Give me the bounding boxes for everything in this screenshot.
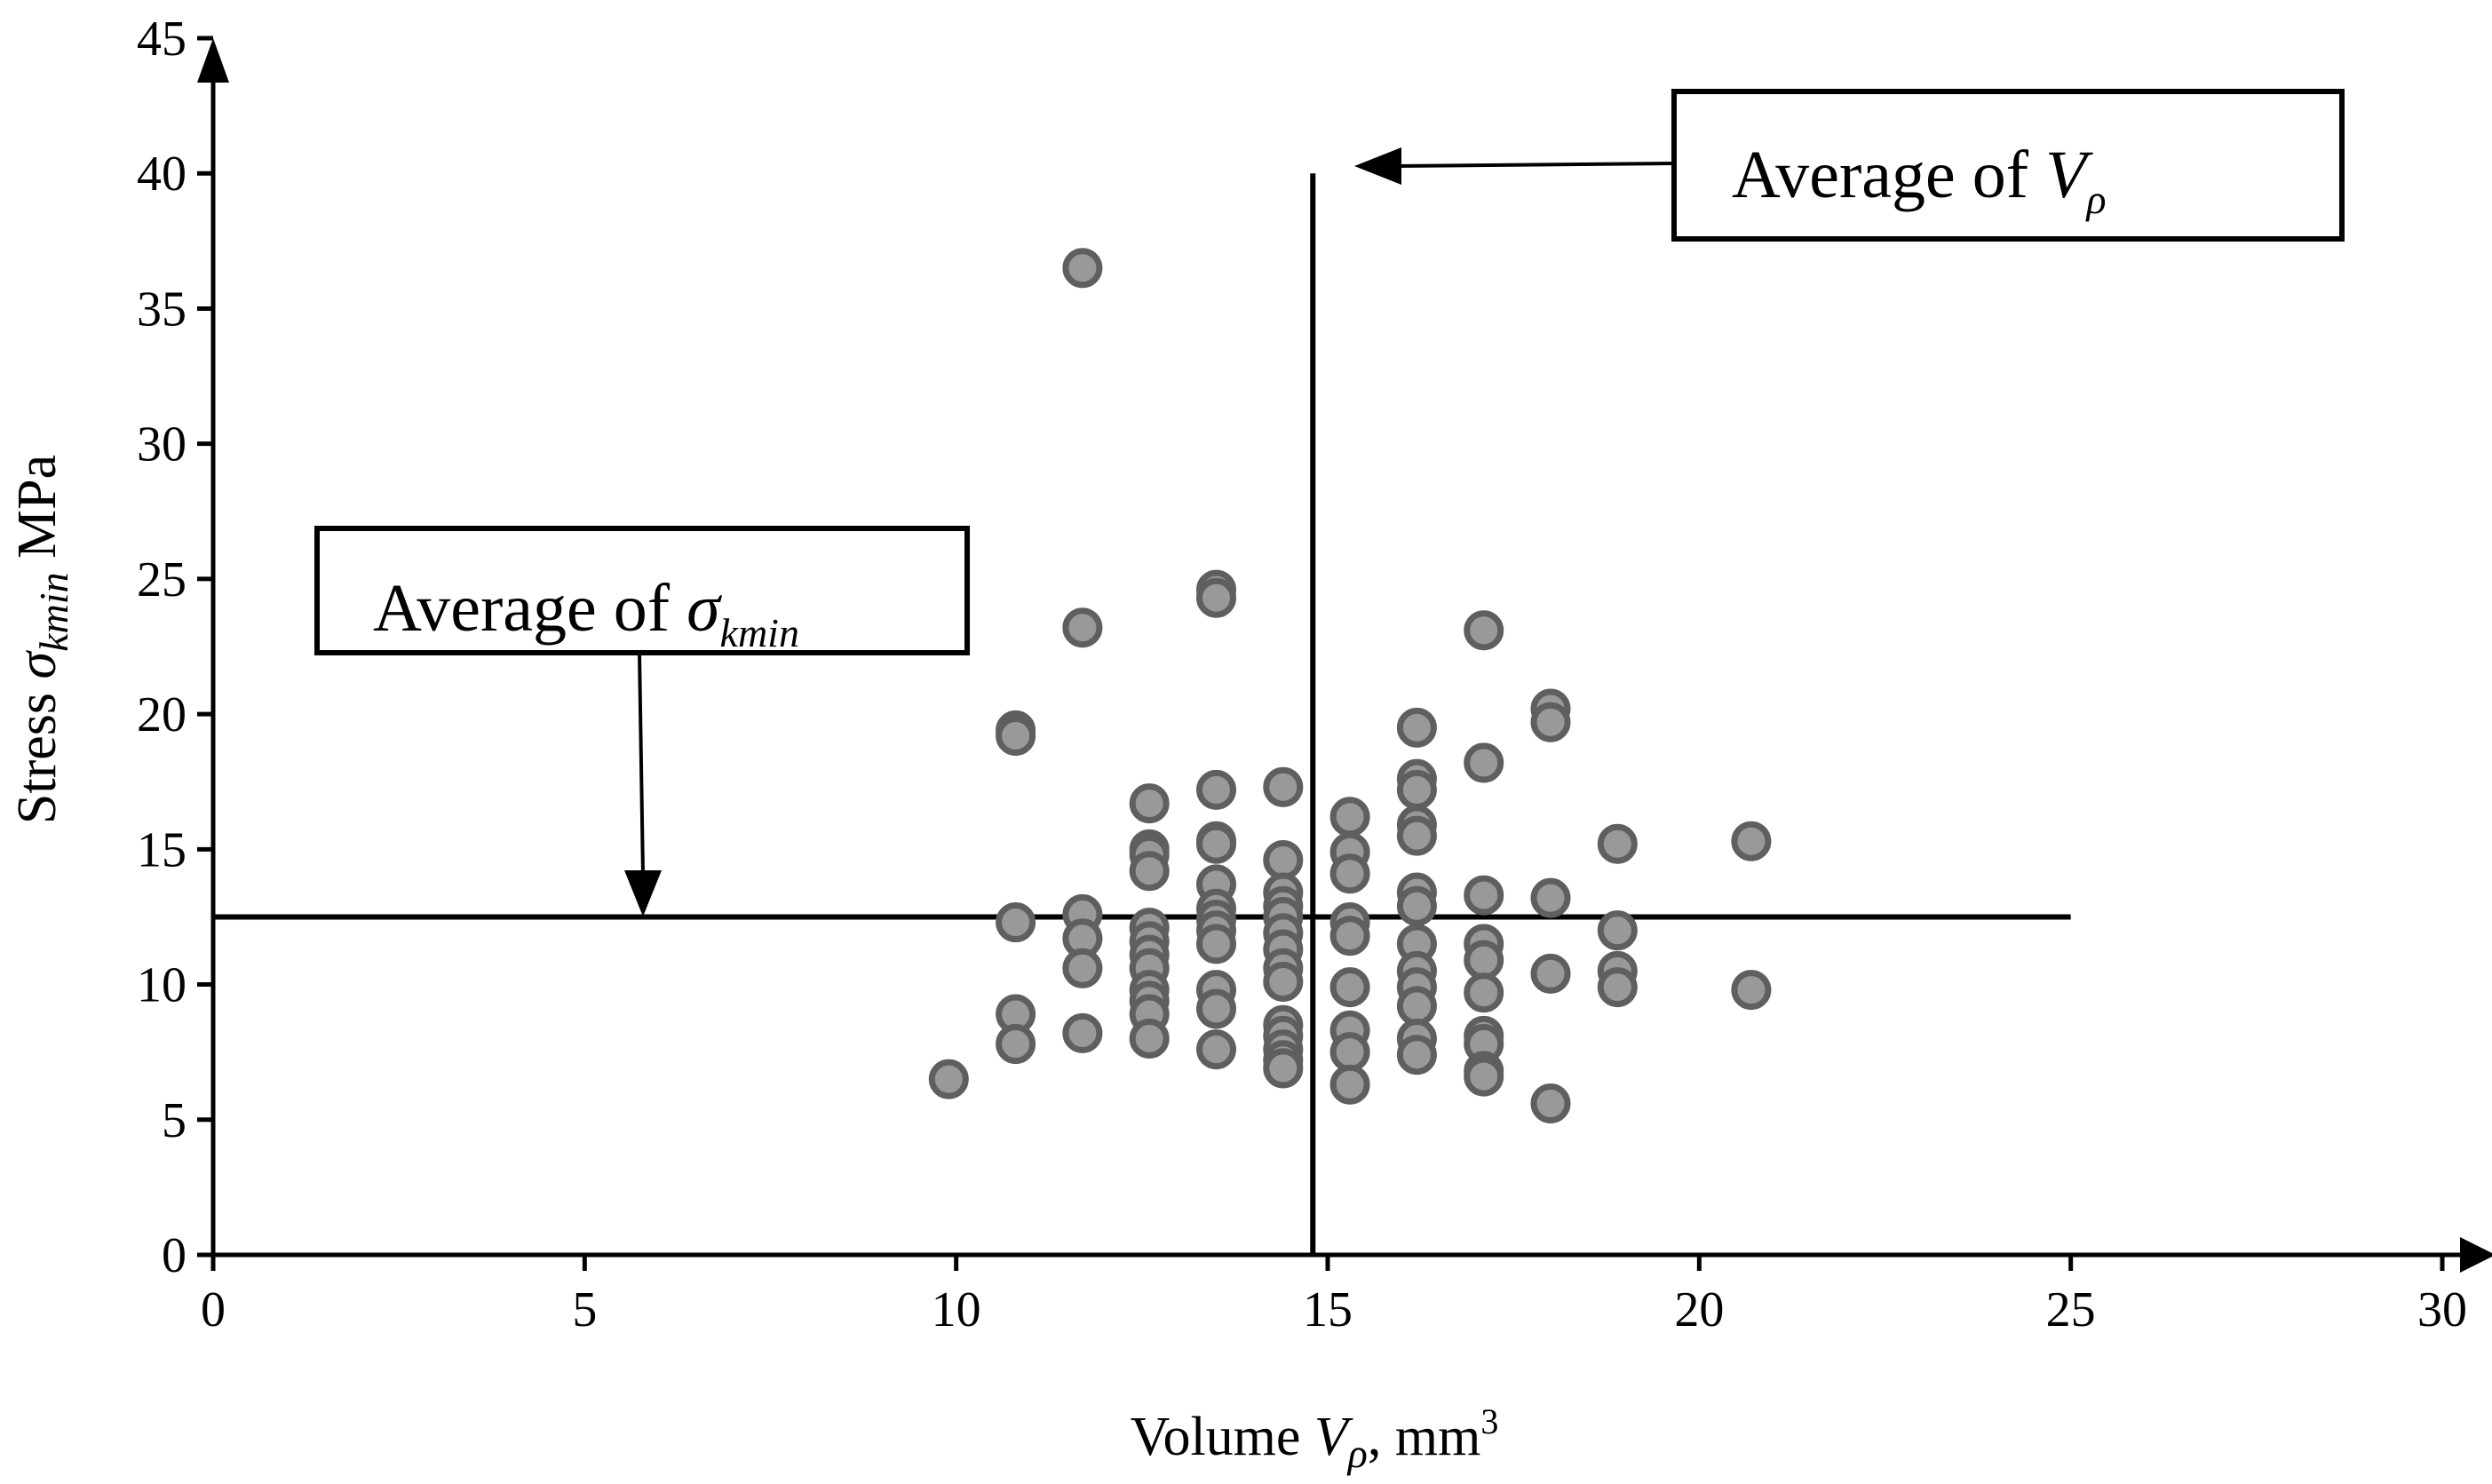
y-tick-label: 30	[137, 417, 187, 472]
y-tick-label: 45	[137, 12, 187, 67]
x-tick-label: 10	[932, 1282, 981, 1337]
x-ticks: 0 5 10 15 20 25 30	[201, 1255, 2467, 1337]
data-point	[1329, 1064, 1370, 1105]
x-axis-title: Volume Vρ, mm3	[1131, 1401, 1499, 1476]
x-tick-label: 15	[1303, 1282, 1353, 1337]
data-points	[928, 248, 1772, 1124]
data-point	[1062, 948, 1103, 988]
data-point	[1196, 924, 1236, 964]
data-point	[928, 1059, 969, 1099]
x-tick-label: 5	[572, 1282, 597, 1337]
data-point	[1396, 769, 1437, 810]
data-point	[1062, 1012, 1103, 1053]
data-point	[1597, 823, 1638, 864]
y-axis-title: Stress σkmin MPa	[7, 455, 76, 824]
data-point	[1396, 707, 1437, 748]
data-point	[1396, 815, 1437, 856]
data-point	[1530, 953, 1571, 994]
data-point	[1062, 248, 1103, 289]
x-tick-label: 30	[2417, 1282, 2467, 1337]
data-point	[1530, 1083, 1571, 1124]
data-point	[996, 902, 1036, 943]
annotation-box	[1671, 89, 2345, 242]
y-axis-arrowhead	[197, 38, 229, 83]
data-point	[1196, 823, 1236, 864]
data-point	[1464, 875, 1504, 916]
annotation-arrow-shaft	[1393, 162, 1675, 168]
data-point	[1329, 916, 1370, 956]
data-point	[1464, 1056, 1504, 1097]
data-point	[1464, 972, 1504, 1013]
annotation-box	[314, 526, 970, 655]
y-tick-label: 10	[137, 958, 187, 1013]
data-point	[1196, 769, 1236, 810]
data-point	[1196, 1029, 1236, 1070]
x-tick-label: 25	[2046, 1282, 2096, 1337]
data-point	[1597, 910, 1638, 951]
data-point	[1530, 877, 1571, 918]
annotation-arrowhead	[624, 870, 662, 917]
y-tick-label: 20	[137, 687, 187, 742]
data-point	[1196, 988, 1236, 1029]
x-tick-label: 0	[201, 1282, 226, 1337]
data-point	[1597, 967, 1638, 1008]
y-tick-label: 5	[162, 1093, 187, 1148]
x-axis-arrowhead	[2460, 1237, 2492, 1273]
data-point	[1263, 766, 1304, 807]
data-point	[996, 1024, 1036, 1065]
data-point	[1329, 967, 1370, 1008]
data-point	[1129, 851, 1170, 892]
y-tick-label: 0	[162, 1228, 187, 1283]
reference-lines	[213, 173, 2071, 1255]
data-point	[1530, 702, 1571, 742]
data-point	[1731, 970, 1772, 1011]
data-point	[1396, 986, 1437, 1027]
y-tick-label: 15	[137, 822, 187, 877]
annotation-average-v-label: Average of Vρ	[1732, 138, 2107, 222]
y-tick-label: 35	[137, 282, 187, 337]
x-tick-label: 20	[1674, 1282, 1724, 1337]
data-point	[1396, 1035, 1437, 1075]
annotation-arrowhead	[1354, 147, 1401, 185]
y-ticks: 0 5 10 15 20 25 30 35 40 45	[137, 12, 213, 1283]
annotation-average-sigma-label: Average of σkmin	[373, 571, 799, 655]
data-point	[1263, 840, 1304, 881]
data-point	[1731, 821, 1772, 861]
annotation-average-v: Average of Vρ	[1354, 89, 2345, 242]
data-point	[1464, 742, 1504, 783]
data-point	[1196, 577, 1236, 618]
annotation-arrow-shaft	[638, 652, 645, 876]
data-point	[1464, 610, 1504, 651]
data-point	[1129, 783, 1170, 824]
data-point	[1263, 962, 1304, 1003]
annotation-average-sigma: Average of σkmin	[314, 526, 970, 917]
data-point	[1062, 607, 1103, 648]
data-point	[1329, 797, 1370, 837]
data-point	[996, 715, 1036, 756]
data-point	[1263, 1048, 1304, 1089]
data-point	[1329, 1032, 1370, 1073]
data-point	[1464, 940, 1504, 980]
data-point	[1129, 1018, 1170, 1059]
data-point	[1396, 885, 1437, 926]
axes: 0 5 10 15 20 25 30 0 5 10 15 20 25 30 35 40 45	[137, 12, 2492, 1337]
data-point	[1329, 853, 1370, 894]
y-tick-label: 25	[137, 552, 187, 607]
y-tick-label: 40	[137, 147, 187, 202]
